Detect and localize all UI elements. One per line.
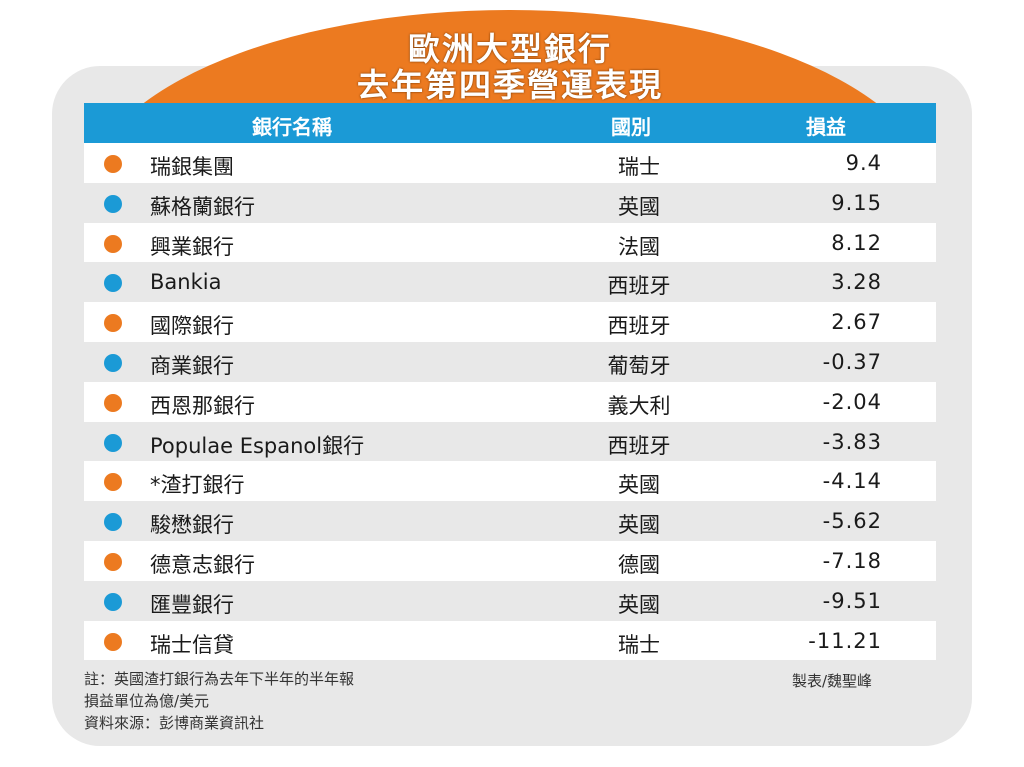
footnote-3: 資料來源：彭博商業資訊社	[84, 714, 265, 732]
bank-country: 德國	[618, 552, 660, 577]
bank-profit-loss: 9.15	[831, 190, 882, 215]
bank-name: 駿懋銀行	[150, 513, 234, 538]
bullet-dot-icon	[104, 234, 122, 253]
bank-country: 法國	[618, 234, 660, 259]
bank-profit-loss: -11.21	[808, 628, 882, 653]
bank-profit-loss: 9.4	[845, 151, 882, 175]
bank-country: 西班牙	[607, 274, 671, 299]
bank-country: 英國	[618, 513, 660, 538]
table-row: 西恩那銀行 義大利 -2.04	[84, 381, 936, 422]
bank-profit-loss: 3.28	[831, 270, 882, 295]
bullet-dot-icon	[104, 353, 122, 372]
table-body: 瑞銀集團 瑞士 9.4 蘇格蘭銀行 英國 9.15 興業銀行 法國 8.12 Bankia 西班牙 3…	[84, 143, 936, 661]
table-row: 商業銀行 葡萄牙 -0.37	[84, 341, 936, 382]
table-row: Bankia 西班牙 3.28	[84, 262, 936, 303]
bank-country: 英國	[618, 194, 660, 219]
bank-country: 義大利	[607, 393, 671, 418]
bank-country: 瑞士	[618, 155, 660, 179]
bank-name: 商業銀行	[150, 353, 234, 378]
table-row: 德意志銀行 德國 -7.18	[84, 540, 936, 581]
bullet-dot-icon	[104, 513, 122, 532]
bullet-dot-icon	[104, 552, 122, 571]
bank-profit-loss: -9.51	[822, 588, 882, 613]
bank-country: 西班牙	[607, 314, 671, 339]
header-name: 銀行名稱	[252, 115, 332, 139]
footnote-2: 損益單位為億/美元	[84, 692, 210, 710]
table-row: Populae Espanol銀行 西班牙 -3.83	[84, 421, 936, 462]
bullet-dot-icon	[104, 393, 122, 412]
bank-name: 國際銀行	[150, 314, 234, 339]
bank-country: 瑞士	[618, 632, 660, 657]
bank-name: 德意志銀行	[150, 552, 255, 577]
table-header: 銀行名稱 國別 損益	[84, 103, 936, 143]
bank-profit-loss: -7.18	[822, 548, 882, 573]
bullet-dot-icon	[104, 314, 122, 333]
bullet-dot-icon	[104, 194, 122, 213]
bank-profit-loss: -4.14	[822, 469, 882, 494]
bullet-dot-icon	[104, 155, 122, 173]
bank-country: 葡萄牙	[607, 353, 671, 378]
table-row: 蘇格蘭銀行 英國 9.15	[84, 182, 936, 223]
footnote-1: 註：英國渣打銀行為去年下半年的半年報	[84, 670, 355, 688]
header-country: 國別	[611, 115, 651, 139]
table-row: 瑞銀集團 瑞士 9.4	[84, 143, 936, 183]
bullet-dot-icon	[104, 433, 122, 452]
bullet-dot-icon	[104, 632, 122, 651]
title-line-2: 去年第四季營運表現	[356, 66, 663, 104]
bank-name: 瑞士信貸	[150, 632, 234, 657]
bank-country: 西班牙	[607, 433, 671, 458]
bank-name: 瑞銀集團	[150, 155, 234, 179]
bank-name: 西恩那銀行	[150, 393, 255, 418]
credit: 製表/魏聖峰	[792, 672, 873, 690]
bank-name: Bankia	[150, 270, 222, 295]
table-row: 興業銀行 法國 8.12	[84, 222, 936, 263]
table-row: 匯豐銀行 英國 -9.51	[84, 580, 936, 621]
bank-profit-loss: -5.62	[822, 509, 882, 534]
bank-name: 興業銀行	[150, 234, 234, 259]
bank-profit-loss: 2.67	[831, 310, 882, 335]
table-row: 國際銀行 西班牙 2.67	[84, 302, 936, 342]
title-line-1: 歐洲大型銀行	[407, 30, 612, 68]
bank-name: *渣打銀行	[150, 473, 245, 498]
bank-name: 蘇格蘭銀行	[150, 194, 255, 219]
bank-profit-loss: -2.04	[822, 389, 882, 414]
header-value: 損益	[806, 115, 846, 139]
bullet-dot-icon	[104, 274, 122, 293]
bank-country: 英國	[618, 592, 660, 617]
bullet-dot-icon	[104, 473, 122, 492]
table-row: *渣打銀行 英國 -4.14	[84, 461, 936, 502]
bank-country: 英國	[618, 473, 660, 498]
bank-name: 匯豐銀行	[150, 592, 234, 617]
bank-profit-loss: -0.37	[822, 349, 882, 374]
table-row: 駿懋銀行 英國 -5.62	[84, 501, 936, 541]
table-row: 瑞士信貸 瑞士 -11.21	[84, 620, 936, 661]
bank-profit-loss: -3.83	[822, 429, 882, 454]
bullet-dot-icon	[104, 592, 122, 611]
bank-name: Populae Espanol銀行	[150, 433, 365, 458]
bank-profit-loss: 8.12	[831, 230, 882, 255]
bank-table: 銀行名稱 國別 損益 瑞銀集團 瑞士 9.4 蘇格蘭銀行 英國 9.15 興業銀行 法國 8.1…	[84, 103, 936, 661]
